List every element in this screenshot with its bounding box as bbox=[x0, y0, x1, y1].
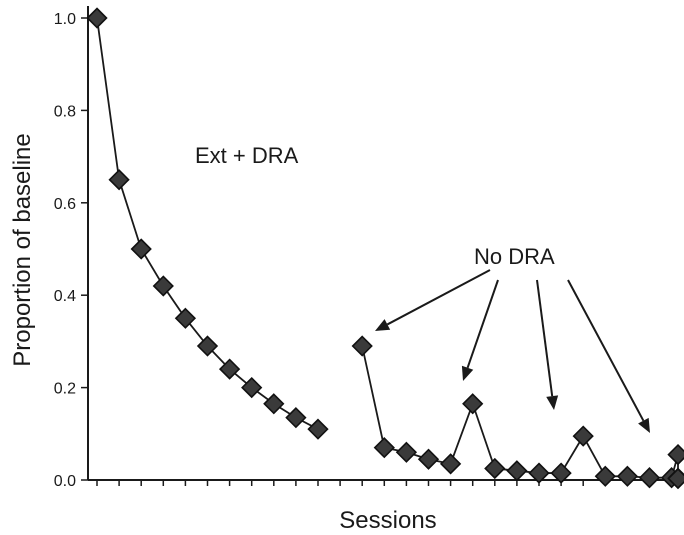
data-point bbox=[218, 358, 241, 380]
data-point bbox=[506, 460, 528, 482]
data-point bbox=[196, 335, 219, 357]
data-point bbox=[528, 462, 550, 484]
arrow-head bbox=[638, 417, 650, 433]
annotation-no-dra: No DRA bbox=[474, 244, 555, 269]
annotation-arrows bbox=[375, 269, 650, 433]
y-tick-label: 0.8 bbox=[54, 103, 76, 120]
data-point bbox=[439, 453, 462, 475]
y-tick-label: 0.0 bbox=[54, 473, 76, 490]
data-point bbox=[241, 376, 263, 399]
annotation-arrow bbox=[567, 279, 645, 422]
arrow-head bbox=[375, 319, 391, 331]
y-tick-label: 0.4 bbox=[54, 288, 76, 305]
data-point bbox=[667, 443, 684, 466]
y-axis-label: Proportion of baseline bbox=[9, 133, 36, 366]
data-point bbox=[484, 457, 506, 480]
y-tick-label: 0.6 bbox=[54, 196, 76, 213]
x-axis-label: Sessions bbox=[339, 507, 436, 534]
data-point bbox=[351, 335, 373, 357]
data-point bbox=[174, 307, 197, 329]
data-point bbox=[638, 467, 661, 489]
data-point bbox=[462, 393, 484, 415]
data-point bbox=[108, 169, 130, 191]
data-point bbox=[572, 425, 594, 447]
series-lines bbox=[96, 17, 679, 479]
annotation-ext-dra: Ext + DRA bbox=[195, 143, 299, 168]
axes bbox=[87, 6, 684, 481]
data-point bbox=[263, 393, 285, 415]
data-point bbox=[667, 467, 684, 490]
y-ticks: 0.0 0.2 0.4 0.6 0.8 1.0 bbox=[54, 11, 88, 490]
series-line-1 bbox=[96, 17, 319, 430]
data-point bbox=[285, 406, 307, 429]
arrow-head bbox=[546, 395, 559, 410]
arrow-head bbox=[461, 365, 474, 381]
x-ticks bbox=[96, 480, 673, 486]
data-point bbox=[594, 465, 616, 487]
annotation-arrow bbox=[386, 269, 491, 326]
data-point bbox=[307, 418, 329, 440]
y-tick-label: 1.0 bbox=[54, 11, 76, 28]
y-tick-label: 0.2 bbox=[54, 381, 76, 398]
annotation-arrow bbox=[536, 279, 554, 397]
data-point bbox=[130, 238, 152, 260]
chart-labels: Proportion of baseline Sessions Ext + DRA N… bbox=[9, 133, 555, 534]
annotation-arrow bbox=[466, 279, 499, 369]
data-point bbox=[86, 7, 108, 29]
data-point bbox=[373, 437, 395, 459]
data-point bbox=[152, 275, 174, 297]
data-point bbox=[616, 465, 639, 487]
data-point bbox=[417, 448, 440, 470]
data-point bbox=[395, 441, 418, 463]
data-point bbox=[550, 462, 572, 484]
data-markers bbox=[86, 7, 684, 490]
